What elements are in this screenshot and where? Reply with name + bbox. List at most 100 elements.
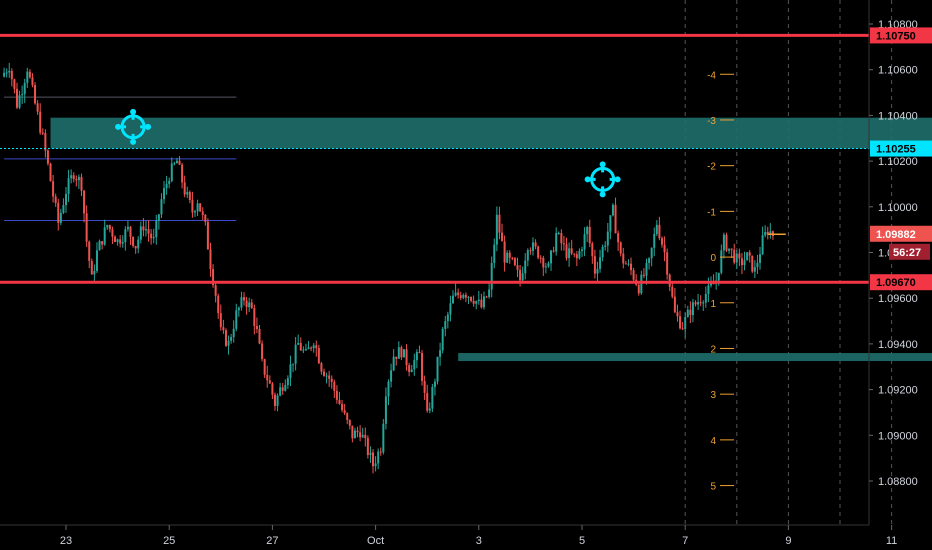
candle-body (671, 286, 674, 297)
candle-body (279, 387, 282, 396)
price-axis[interactable]: 1.108001.106001.104001.102001.100001.098… (868, 0, 918, 525)
candle-body (575, 254, 578, 259)
time-tick-label: 7 (682, 535, 688, 547)
candle-body (230, 337, 233, 341)
candle-body (707, 285, 710, 294)
candle-body (738, 253, 741, 259)
price-tick-label: 1.08800 (878, 476, 918, 488)
target-icons[interactable] (115, 108, 621, 198)
supply-zone[interactable] (50, 117, 932, 149)
candle-body (114, 236, 117, 243)
fib-label: -1 (707, 207, 716, 218)
candle-body (364, 434, 367, 439)
candle-body (80, 176, 83, 191)
candle-body (565, 244, 568, 259)
candle-body (111, 229, 114, 237)
fib-extension[interactable]: -4 -3 -2 -1 0 1 2 3 4 5 (707, 70, 786, 493)
candle-body (457, 292, 460, 296)
candle-body (663, 244, 666, 253)
candle-body (390, 370, 393, 382)
candle-body (88, 241, 91, 261)
dotted-level-badge: 1.10255 (876, 144, 916, 156)
candle-body (413, 360, 416, 370)
candle-body (377, 451, 380, 464)
candle-body (495, 214, 498, 245)
candle-body (346, 413, 349, 420)
candle-body (717, 272, 720, 281)
candle-body (431, 387, 434, 409)
target-handle (614, 176, 621, 183)
crosshair-target-icon[interactable] (584, 161, 621, 198)
candle-body (653, 234, 656, 248)
candle-body (75, 179, 78, 181)
candle-body (351, 425, 354, 439)
candle-body (666, 252, 669, 275)
candle-body (542, 257, 545, 268)
candle-body (31, 77, 34, 86)
candle-body (619, 242, 622, 254)
candle-body (650, 247, 653, 259)
candle-body (310, 347, 313, 349)
candle-body (743, 260, 746, 266)
candle-body (175, 160, 178, 164)
candle-body (725, 234, 728, 251)
candle-body (402, 349, 405, 358)
candle-body (121, 242, 124, 244)
candle-body (21, 94, 24, 96)
candle-body (444, 321, 447, 329)
candle-body (116, 239, 119, 243)
candle-body (449, 303, 452, 315)
horizontal-levels[interactable] (0, 33, 869, 284)
dotted-level-badge-bg (870, 140, 932, 157)
time-tick-label: 5 (579, 535, 585, 547)
candle-body (137, 239, 140, 249)
candle-body (26, 71, 29, 83)
candle-body (539, 257, 542, 259)
demand-zone[interactable] (458, 353, 932, 362)
candle-body (157, 214, 160, 221)
candle-body (606, 231, 609, 246)
target-handle (599, 161, 606, 168)
candle-body (586, 227, 589, 235)
candle-body (348, 419, 351, 426)
candle-body (439, 350, 442, 357)
candle-body (562, 243, 565, 245)
candle-body (400, 347, 403, 358)
candle-body (689, 309, 692, 316)
candle-body (338, 399, 341, 404)
fib-label: -4 (707, 70, 716, 81)
price-tick-label: 1.09200 (878, 385, 918, 397)
candle-body (67, 178, 70, 194)
candle-body (408, 365, 411, 372)
candle-body (196, 203, 199, 212)
candle-body (519, 269, 522, 281)
candle-body (13, 79, 16, 89)
candle-body (459, 295, 462, 298)
candle-body (511, 257, 514, 259)
candle-body (255, 325, 258, 329)
candle-body (392, 356, 395, 371)
candle-body (446, 314, 449, 322)
candle-body (335, 390, 338, 400)
countdown-bg (889, 243, 930, 260)
candle-body (227, 340, 230, 346)
candle-body (524, 260, 527, 274)
candle-body (531, 242, 534, 251)
candles (3, 62, 774, 474)
candle-body (119, 239, 122, 244)
candle-body (299, 342, 302, 351)
time-axis[interactable]: 232527Oct35791114 (0, 524, 932, 547)
candle-body (126, 226, 129, 230)
candle-body (490, 263, 493, 290)
candle-body (428, 408, 431, 411)
candle-body (679, 316, 682, 329)
time-tick-label: 25 (163, 535, 175, 547)
candle-body (330, 378, 333, 382)
candle-body (232, 328, 235, 338)
candle-body (676, 312, 679, 317)
candle-body (764, 232, 767, 236)
candle-body (106, 225, 109, 228)
crosshair-target-icon[interactable] (115, 108, 152, 145)
